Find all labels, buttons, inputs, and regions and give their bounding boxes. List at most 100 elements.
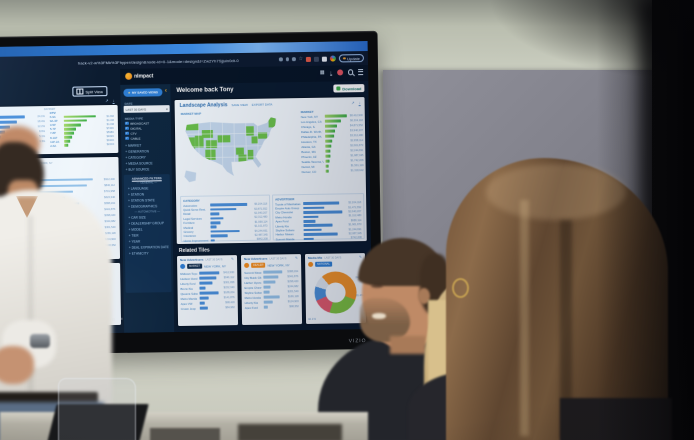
bar-row: Crown Jeep $198,352	[0, 243, 116, 249]
filter-link[interactable]: + ETHNICITY	[128, 251, 149, 256]
tv: hack-v2-w%3FMk%3Fhyper/design&node-id=0-…	[0, 30, 383, 356]
advertiser-list: Toyota of Manhattan $2,204,118 Empire Au…	[275, 201, 362, 242]
share-icon[interactable]	[291, 57, 296, 61]
donut-label: 24.3%	[355, 275, 364, 280]
notifications-avatar[interactable]	[336, 69, 343, 76]
tab-icon[interactable]	[285, 57, 290, 62]
download-button-label: Download	[342, 85, 362, 91]
nimpact-app: nImpact ▦ ↓ ★	[120, 64, 373, 333]
edit-pencil-icon[interactable]: ✎	[231, 257, 235, 262]
auto-filter-badge[interactable]: AUTO	[0, 167, 10, 176]
date-select[interactable]: LAST 30 DAYS ▾	[123, 105, 170, 113]
media-type-checkbox[interactable]: ✓ CABLE	[125, 135, 141, 141]
us-choropleth-map[interactable]	[179, 115, 298, 192]
brand-name[interactable]: nImpact	[134, 72, 154, 80]
back-table	[548, 384, 664, 414]
left-dashboard-pane: Split View ↗ ↓ DAYPART	[0, 68, 125, 336]
card-list: Summit Nissan $388,204 City Buick GMC $3…	[244, 269, 299, 310]
daypart-left-list: 24.1% 18.4%	[0, 114, 45, 145]
extension-icon[interactable]	[313, 56, 320, 62]
face-shape	[442, 298, 504, 386]
collapse-chevron-icon[interactable]: ‹	[164, 87, 167, 94]
donut-label: 10.2%	[64, 301, 73, 306]
edit-pencil-icon[interactable]: ✎	[295, 256, 299, 261]
screen-corner-icons: B F	[112, 317, 123, 322]
table-surface	[0, 412, 368, 440]
market-map-title: MARKET MAP	[180, 111, 202, 116]
reports-icon[interactable]: ▦	[319, 69, 325, 76]
tv-brand-logo: VIZIO	[348, 338, 367, 345]
star-icon: ★	[127, 90, 131, 95]
edit-pencil-icon[interactable]: ✎	[359, 255, 363, 260]
donut-label: 42.1%	[307, 316, 316, 321]
related-card-national[interactable]: Media Mix LAST 30 DAYS ✎ NATIONAL 24.3% …	[304, 253, 367, 325]
landscape-analysis-card: Landscape Analysis SAVE VIEW EXPORT DATA…	[174, 97, 367, 245]
laptop-shape	[47, 404, 149, 440]
report-subtitle: LAST 30 DAYS · NEW YORK, NY	[14, 161, 53, 166]
eye-shape	[458, 322, 465, 325]
chip-label: NATIONAL	[315, 261, 332, 267]
filter-link[interactable]: + BUY SOURCE	[125, 167, 150, 172]
bar-row: Apex Ford $98,352	[244, 305, 299, 310]
hair-shape	[424, 276, 520, 428]
brand-logo-icon[interactable]	[125, 72, 133, 80]
dark-top-shape	[408, 372, 558, 440]
search-icon[interactable]	[347, 69, 354, 76]
extension-icon[interactable]	[305, 56, 312, 62]
card-list: Midtown Toyota $412,930 Hudson Honda $34…	[180, 270, 235, 311]
national-icon	[308, 261, 314, 267]
menu-icon[interactable]	[358, 69, 364, 75]
media-mix-panel: Media Mix 32.1% 26.4% 10.2%	[0, 262, 122, 328]
chevron-down-icon: ▾	[166, 106, 168, 111]
card-title: New Advertisers	[244, 256, 268, 261]
filter-links: + MARKET + GENERATION + CATEGORY + MEDIA SO…	[121, 142, 171, 173]
acoustic-panel	[383, 70, 665, 338]
browser-update-button[interactable]: Update	[338, 54, 364, 63]
export-data-link[interactable]: EXPORT DATA	[251, 102, 273, 107]
card-title: Media Mix	[308, 255, 323, 260]
extension-icon[interactable]	[321, 56, 328, 62]
download-icon[interactable]: ↓	[112, 97, 115, 105]
card-subtitle: LAST 30 DAYS	[269, 257, 287, 261]
alaska-shape	[184, 170, 197, 183]
media-mix-donut[interactable]	[10, 273, 55, 319]
browser-profile-avatar[interactable]	[329, 55, 337, 62]
downloads-icon[interactable]: ↓	[329, 69, 332, 76]
corner-icon: F	[119, 316, 123, 322]
donut-label: 11.4%	[355, 293, 364, 298]
related-card-market[interactable]: New Advertisers LAST 30 DAYS ✎ MARKET NE…	[176, 255, 239, 327]
update-label: Update	[346, 55, 360, 61]
filter-sidebar: ★ MY SAVED VIEWS ‹ DATE LAST 30 DAYS ▾ M…	[120, 84, 175, 333]
chip-label: MARKET	[187, 264, 202, 269]
report-list: Midtown Toyota $912,430 Hudson Honda $84…	[0, 176, 116, 250]
expand-icon[interactable]: ↗	[351, 100, 355, 106]
download-icon[interactable]: ↓	[358, 100, 361, 107]
market-icon	[180, 263, 186, 269]
bar-row[interactable]: Summit Mazda $742,208	[275, 236, 362, 242]
related-card-dealer[interactable]: New Advertisers LAST 30 DAYS ✎ DEALER NE…	[240, 254, 303, 326]
advanced-filters-box: ADVANCED FILTERS — GENERAL — + LANGUAGE +…	[123, 174, 172, 293]
save-view-link[interactable]: SAVE VIEW	[231, 102, 248, 107]
report-title: Media Report	[0, 160, 12, 166]
bar-row[interactable]: Denver, CO $1,318,642	[301, 169, 364, 174]
url-text[interactable]: hack-v2-w%3FMk%3Fhyper/design&node-id=0-…	[77, 57, 239, 66]
bar-row: Crown Jeep $84,982	[180, 306, 235, 311]
hair-shape	[446, 158, 668, 440]
media-mix-donut[interactable]	[314, 271, 357, 314]
split-view-button[interactable]: Split View	[72, 86, 107, 97]
welcome-message: Welcome back Tony	[176, 87, 234, 95]
my-saved-views-button[interactable]: ★ MY SAVED VIEWS	[123, 88, 163, 97]
download-button-icon	[336, 86, 341, 91]
download-button[interactable]: Download	[333, 84, 365, 93]
bookmark-star-icon[interactable]: ☆	[298, 55, 304, 62]
card-title: New Advertisers	[180, 257, 204, 262]
tab-icon[interactable]	[278, 57, 283, 62]
related-tiles-heading: Related Tiles	[178, 247, 210, 254]
dashboard-content: Welcome back Tony Download Landscape Ana…	[170, 81, 372, 332]
advertiser-panel: ADVERTISER Toyota of Manhattan $2,204,11…	[272, 193, 365, 242]
eye-shape	[477, 320, 485, 323]
advanced-auto-links: + CAR SIZE + DEALERSHIP GROUP + MODEL + TIE…	[124, 214, 171, 257]
bar-row[interactable]: Home Improvement $842,208	[183, 237, 268, 243]
expand-icon[interactable]: ↗	[105, 98, 109, 104]
